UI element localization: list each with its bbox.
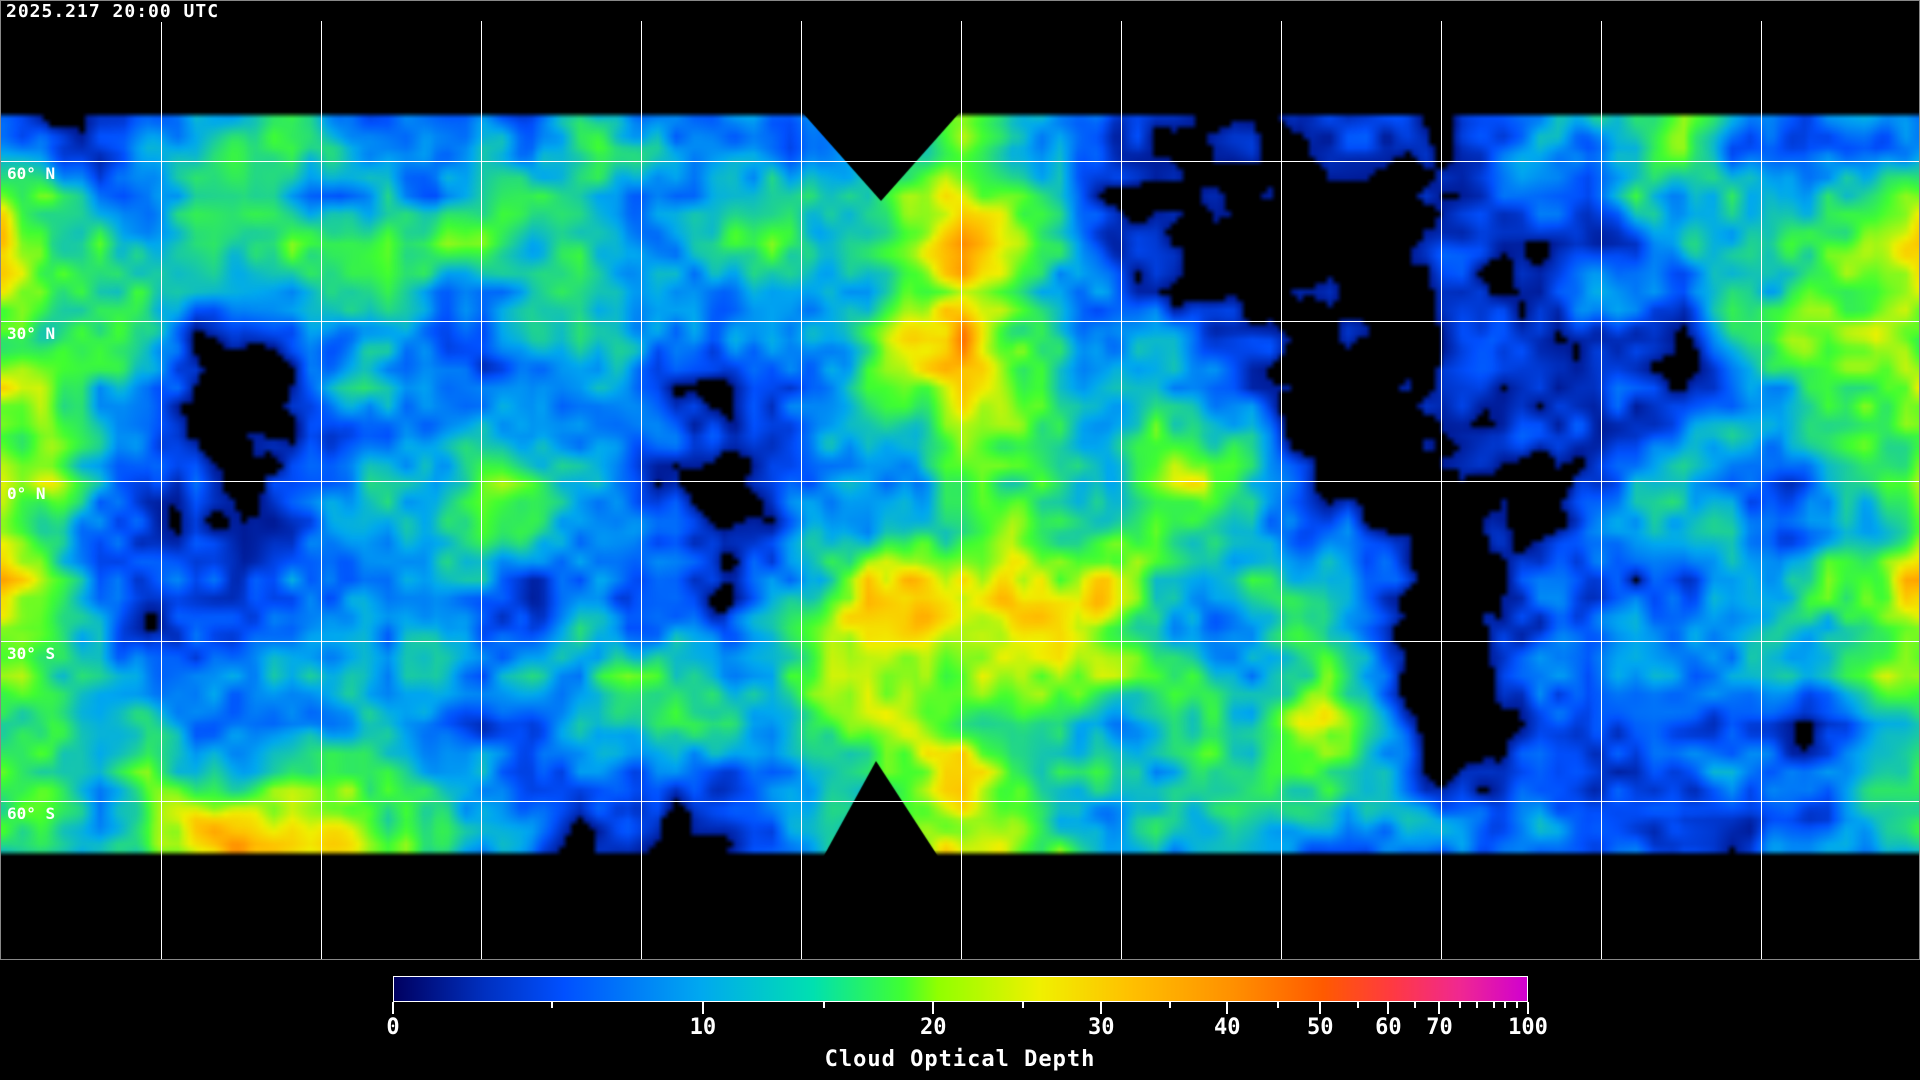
parallel-line: [1, 481, 1919, 482]
colorbar-minor-tick: [1458, 1002, 1461, 1008]
meridian-line: [1441, 21, 1442, 959]
colorbar: [393, 976, 1528, 1002]
colorbar-title: Cloud Optical Depth: [824, 1047, 1096, 1072]
colorbar-minor-tick: [1492, 1002, 1495, 1008]
colorbar-minor-tick: [1356, 1002, 1359, 1008]
lat-label-0n: 0° N: [7, 484, 46, 503]
meridian-line: [321, 21, 322, 959]
lat-label-30s: 30° S: [7, 644, 56, 663]
parallel-line: [1, 161, 1919, 162]
colorbar-tick-label: 50: [1307, 1015, 1334, 1040]
colorbar-tick-label: 40: [1213, 1015, 1241, 1040]
meridian-line: [1761, 21, 1762, 959]
meridian-line: [961, 21, 962, 959]
colorbar-minor-tick: [1413, 1002, 1416, 1008]
colorbar-minor-tick: [1277, 1002, 1280, 1008]
meridian-line: [1281, 21, 1282, 959]
colorbar-tick-label: 60: [1375, 1015, 1402, 1040]
colorbar-tick: [1226, 1002, 1229, 1014]
cloud-optical-depth-map: 60° N 30° N 0° N 30° S 60° S 2025.217 20…: [0, 0, 1920, 960]
cloud-imagery: [1, 1, 1919, 959]
colorbar-tick-label: 10: [689, 1015, 717, 1040]
colorbar-tick: [1438, 1002, 1441, 1014]
colorbar-tick-label: 30: [1087, 1015, 1115, 1040]
colorbar-tick: [701, 1002, 704, 1014]
timestamp: 2025.217 20:00 UTC: [4, 1, 222, 22]
lat-label-60n: 60° N: [7, 164, 56, 183]
colorbar-tick: [392, 1002, 394, 1014]
colorbar-tick-label: 70: [1426, 1015, 1453, 1040]
colorbar-tick: [1387, 1002, 1390, 1014]
colorbar-tick: [1319, 1002, 1322, 1014]
colorbar-tick: [932, 1002, 935, 1014]
colorbar-minor-tick: [823, 1002, 826, 1008]
colorbar-tick-label: 20: [920, 1015, 947, 1040]
colorbar-minor-tick: [1475, 1002, 1478, 1008]
parallel-line: [1, 801, 1919, 802]
meridian-line: [1601, 21, 1602, 959]
colorbar-minor-tick: [1169, 1002, 1172, 1008]
colorbar-minor-tick: [550, 1002, 553, 1008]
meridian-line: [1121, 21, 1122, 959]
colorbar-minor-tick: [1515, 1002, 1518, 1008]
colorbar-tick: [1527, 1002, 1529, 1014]
meridian-line: [641, 21, 642, 959]
parallel-line: [1, 641, 1919, 642]
meridian-line: [161, 21, 162, 959]
lat-label-60s: 60° S: [7, 804, 56, 823]
colorbar-tick: [1100, 1002, 1103, 1014]
colorbar-tick-label: 100: [1508, 1015, 1548, 1040]
meridian-line: [801, 21, 802, 959]
colorbar-minor-tick: [1504, 1002, 1507, 1008]
lat-label-30n: 30° N: [7, 324, 56, 343]
parallel-line: [1, 321, 1919, 322]
colorbar-minor-tick: [1021, 1002, 1024, 1008]
meridian-line: [481, 21, 482, 959]
colorbar-tick-label: 0: [386, 1015, 400, 1040]
